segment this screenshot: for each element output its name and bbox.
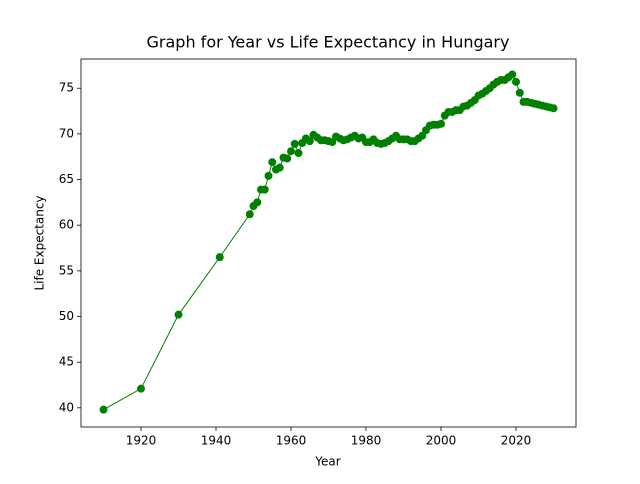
data-point: [264, 171, 273, 180]
data-point: [283, 154, 292, 163]
data-point: [508, 70, 517, 79]
y-tick-label: 55: [59, 263, 74, 277]
y-tick-label: 75: [59, 81, 74, 95]
plot-frame: [80, 58, 577, 428]
y-tick-label: 40: [59, 400, 74, 414]
data-point: [137, 384, 145, 393]
x-tick-label: 1920: [126, 434, 157, 448]
x-tick-label: 1980: [351, 434, 382, 448]
data-point: [287, 147, 295, 156]
data-point: [174, 310, 183, 319]
data-point: [99, 405, 108, 414]
data-point: [515, 88, 524, 97]
data-point: [549, 104, 558, 113]
y-axis-label: Life Expectancy: [33, 195, 47, 290]
chart-title: Graph for Year vs Life Expectancy in Hun…: [147, 33, 510, 52]
y-tick-label: 60: [59, 218, 74, 232]
data-point: [268, 158, 277, 167]
data-point: [512, 77, 520, 86]
data-point: [275, 163, 284, 172]
data-point: [290, 139, 299, 148]
x-tick-label: 2020: [501, 434, 532, 448]
x-tick-label: 1940: [201, 434, 232, 448]
data-point: [437, 119, 445, 128]
data-point: [305, 137, 314, 146]
x-tick-label: 2000: [426, 434, 457, 448]
x-tick-label: 1960: [276, 434, 307, 448]
y-tick-label: 65: [59, 172, 74, 186]
data-point: [215, 253, 224, 262]
x-axis-label: Year: [314, 455, 340, 469]
data-line: [103, 73, 554, 411]
data-point: [260, 185, 269, 194]
y-tick-label: 45: [59, 355, 74, 369]
data-point: [245, 210, 254, 219]
y-tick-label: 50: [59, 309, 74, 323]
y-tick-label: 70: [59, 126, 74, 140]
data-point: [253, 198, 262, 207]
data-point: [294, 149, 303, 158]
